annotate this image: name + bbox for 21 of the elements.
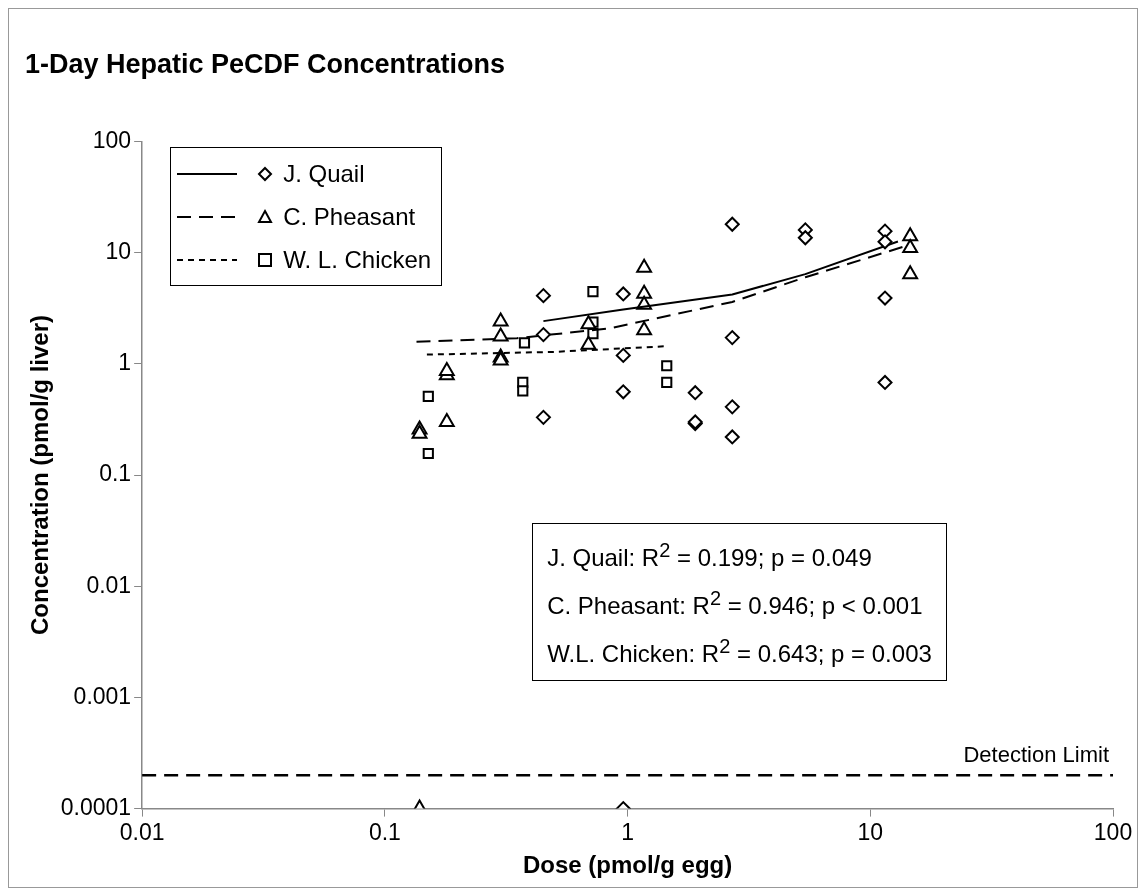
ref-line-label: Detection Limit [963, 742, 1109, 768]
legend-label: J. Quail [283, 159, 365, 188]
y-tick-label: 10 [105, 237, 132, 264]
y-tick-label: 0.01 [86, 571, 132, 598]
legend-label: W. L. Chicken [283, 245, 432, 274]
y-tick-label: 0.001 [73, 682, 132, 709]
x-tick-label: 1 [621, 818, 634, 845]
annotation: J. Quail: R$^{2}$ = 0.199; p = 0.049 [547, 538, 873, 574]
annotation: C. Pheasant: R$^{2}$ = 0.946; p < 0.001 [547, 586, 924, 622]
x-axis-title: Dose (pmol/g egg) [522, 851, 733, 879]
y-tick-label: 100 [92, 126, 132, 153]
x-tick-label: 0.1 [368, 818, 401, 845]
x-tick-label: 10 [857, 818, 884, 845]
y-tick-label: 1 [118, 349, 132, 376]
y-tick-label: 0.0001 [60, 793, 132, 820]
y-tick-label: 0.1 [99, 460, 132, 487]
y-axis-title: Concentration (pmol/g liver) [26, 314, 54, 636]
annotation: W.L. Chicken: R$^{2}$ = 0.643; p = 0.003 [547, 634, 932, 670]
legend-label: C. Pheasant [283, 202, 416, 231]
x-tick-label: 100 [1093, 818, 1133, 845]
chart-title: 1-Day Hepatic PeCDF Concentrations [25, 48, 506, 79]
